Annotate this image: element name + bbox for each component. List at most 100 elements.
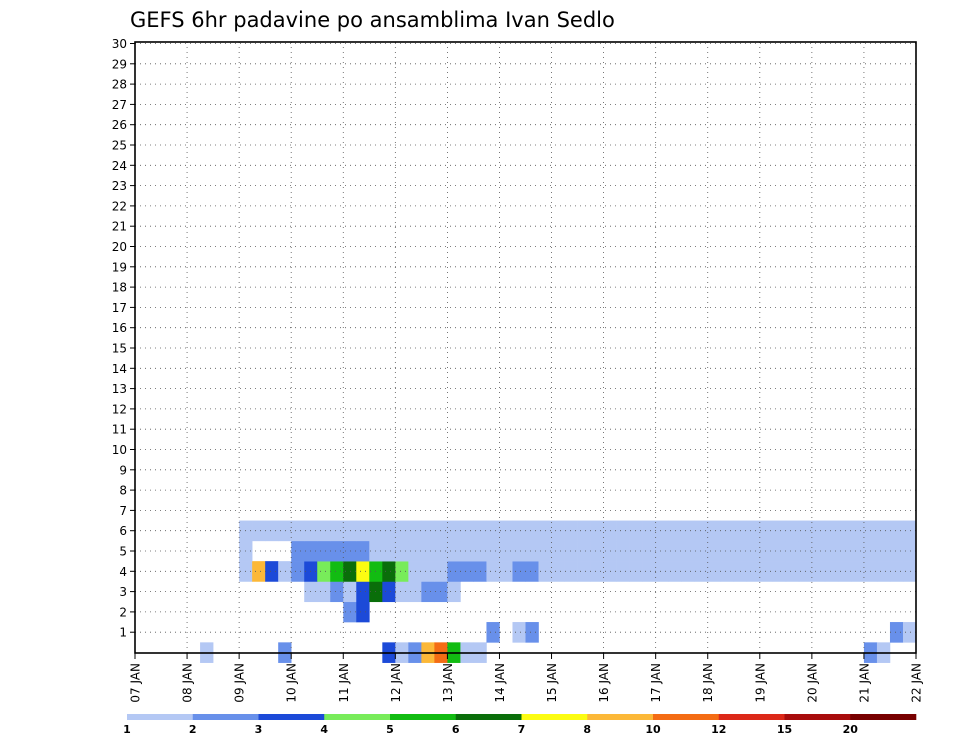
- y-tick-label: 6: [119, 524, 127, 538]
- heatmap-cell: [525, 540, 539, 562]
- y-tick-label: 7: [119, 504, 127, 518]
- y-tick-label: 15: [112, 342, 127, 356]
- heatmap-cell: [564, 540, 578, 562]
- heatmap-cell: [343, 561, 357, 582]
- heatmap-cell: [421, 540, 435, 562]
- y-tick-label: 12: [112, 402, 127, 416]
- heatmap-cell: [447, 520, 461, 542]
- heatmap-cell: [850, 540, 865, 562]
- legend-label: 5: [386, 723, 394, 736]
- heatmap-cell: [876, 540, 891, 562]
- y-tick-label: 27: [112, 98, 127, 112]
- heatmap-cell: [499, 520, 513, 542]
- y-tick-label: 16: [112, 321, 127, 335]
- heatmap-cell: [447, 561, 461, 582]
- heatmap-cell: [317, 540, 331, 562]
- legend-swatch: [324, 714, 391, 720]
- heatmap-cell: [694, 520, 709, 542]
- y-tick-label: 19: [112, 260, 127, 274]
- y-tick-label: 11: [112, 423, 127, 437]
- heatmap-cell: [395, 520, 409, 542]
- heatmap-cell: [681, 540, 696, 562]
- heatmap-cell: [330, 540, 344, 562]
- grid-layer: [134, 42, 917, 653]
- heatmap-cell: [499, 540, 513, 562]
- y-tick-label: 3: [119, 585, 127, 599]
- y-tick-label: 28: [112, 78, 127, 92]
- heatmap-cell: [291, 520, 305, 542]
- heatmap-cell: [876, 561, 891, 582]
- heatmap-cell: [486, 622, 500, 643]
- y-tick-label: 10: [112, 443, 127, 457]
- legend-swatch: [850, 714, 917, 720]
- heatmap-cell: [629, 540, 643, 562]
- heatmap-cell: [330, 581, 344, 603]
- legend-swatch: [521, 714, 588, 720]
- y-tick-label: 18: [112, 281, 127, 295]
- legend-label: 3: [255, 723, 263, 736]
- heatmap-cell: [434, 520, 448, 542]
- heatmap-cell: [395, 540, 409, 562]
- heatmap-cell: [746, 561, 761, 582]
- heatmap-cell: [486, 561, 500, 582]
- heatmap-cell: [317, 520, 331, 542]
- plot-frame: [134, 41, 917, 654]
- heatmap-cell: [902, 520, 917, 542]
- heatmap-cell: [837, 540, 852, 562]
- heatmap-cell: [486, 520, 500, 542]
- heatmap-cell: [330, 561, 344, 582]
- legend-swatch: [192, 714, 259, 720]
- heatmap-cell: [772, 520, 787, 542]
- heatmap-cell: [460, 561, 474, 582]
- x-tick-label: 16 JAN: [597, 663, 611, 703]
- heatmap-cell: [395, 561, 409, 582]
- heatmap-cell: [681, 561, 696, 582]
- heatmap-cell: [434, 561, 448, 582]
- y-tick-label: 8: [119, 484, 127, 498]
- heatmap-cell: [577, 540, 591, 562]
- heatmap-cell: [590, 520, 604, 542]
- heatmap-cell: [291, 540, 305, 562]
- heatmap-cell: [551, 540, 565, 562]
- heatmap-cell: [382, 540, 396, 562]
- heatmap-cell: [252, 561, 266, 582]
- heatmap-cell: [785, 520, 800, 542]
- y-tick-label: 4: [119, 565, 127, 579]
- heatmap-cell: [434, 540, 448, 562]
- heatmap-cell: [447, 540, 461, 562]
- x-tick-label: 11 JAN: [337, 663, 351, 703]
- x-tick-label: 07 JAN: [129, 663, 143, 703]
- heatmap-cell: [395, 581, 409, 603]
- x-tick-label: 19 JAN: [753, 663, 767, 703]
- heatmap-cell: [577, 561, 591, 582]
- y-tick-label: 9: [119, 463, 127, 477]
- heatmap-cell: [824, 520, 839, 542]
- heatmap-cell: [759, 561, 774, 582]
- legend-swatch: [653, 714, 720, 720]
- heatmap-cell: [564, 520, 578, 542]
- heatmap-cell: [551, 520, 565, 542]
- x-tick-label: 18 JAN: [701, 663, 715, 703]
- heatmap-cell: [447, 581, 461, 603]
- legend: 1 2 3 4 5 6 7 8 10 12 15 20: [123, 714, 917, 736]
- heatmap-cell: [590, 540, 604, 562]
- heatmap-cell: [265, 520, 279, 542]
- heatmap-cell: [707, 520, 722, 542]
- heatmap-cell: [720, 561, 735, 582]
- y-tick-label: 13: [112, 382, 127, 396]
- y-axis: 1234567891011121314151617181920212223242…: [112, 37, 135, 640]
- legend-label: 15: [777, 723, 792, 736]
- heatmap-cell: [512, 520, 526, 542]
- x-tick-label: 10 JAN: [285, 663, 299, 703]
- legend-swatch: [455, 714, 522, 720]
- x-tick-label: 15 JAN: [545, 663, 559, 703]
- heatmap-cell: [720, 520, 735, 542]
- heatmap-cell: [356, 581, 370, 603]
- heatmap-cell: [746, 540, 761, 562]
- chart-title: GEFS 6hr padavine po ansamblima Ivan Sed…: [130, 8, 615, 32]
- heatmap-cell: [746, 520, 761, 542]
- y-tick-label: 21: [112, 220, 127, 234]
- heatmap-cell: [356, 520, 370, 542]
- heatmap-cell: [759, 540, 774, 562]
- heatmap-cell: [460, 540, 474, 562]
